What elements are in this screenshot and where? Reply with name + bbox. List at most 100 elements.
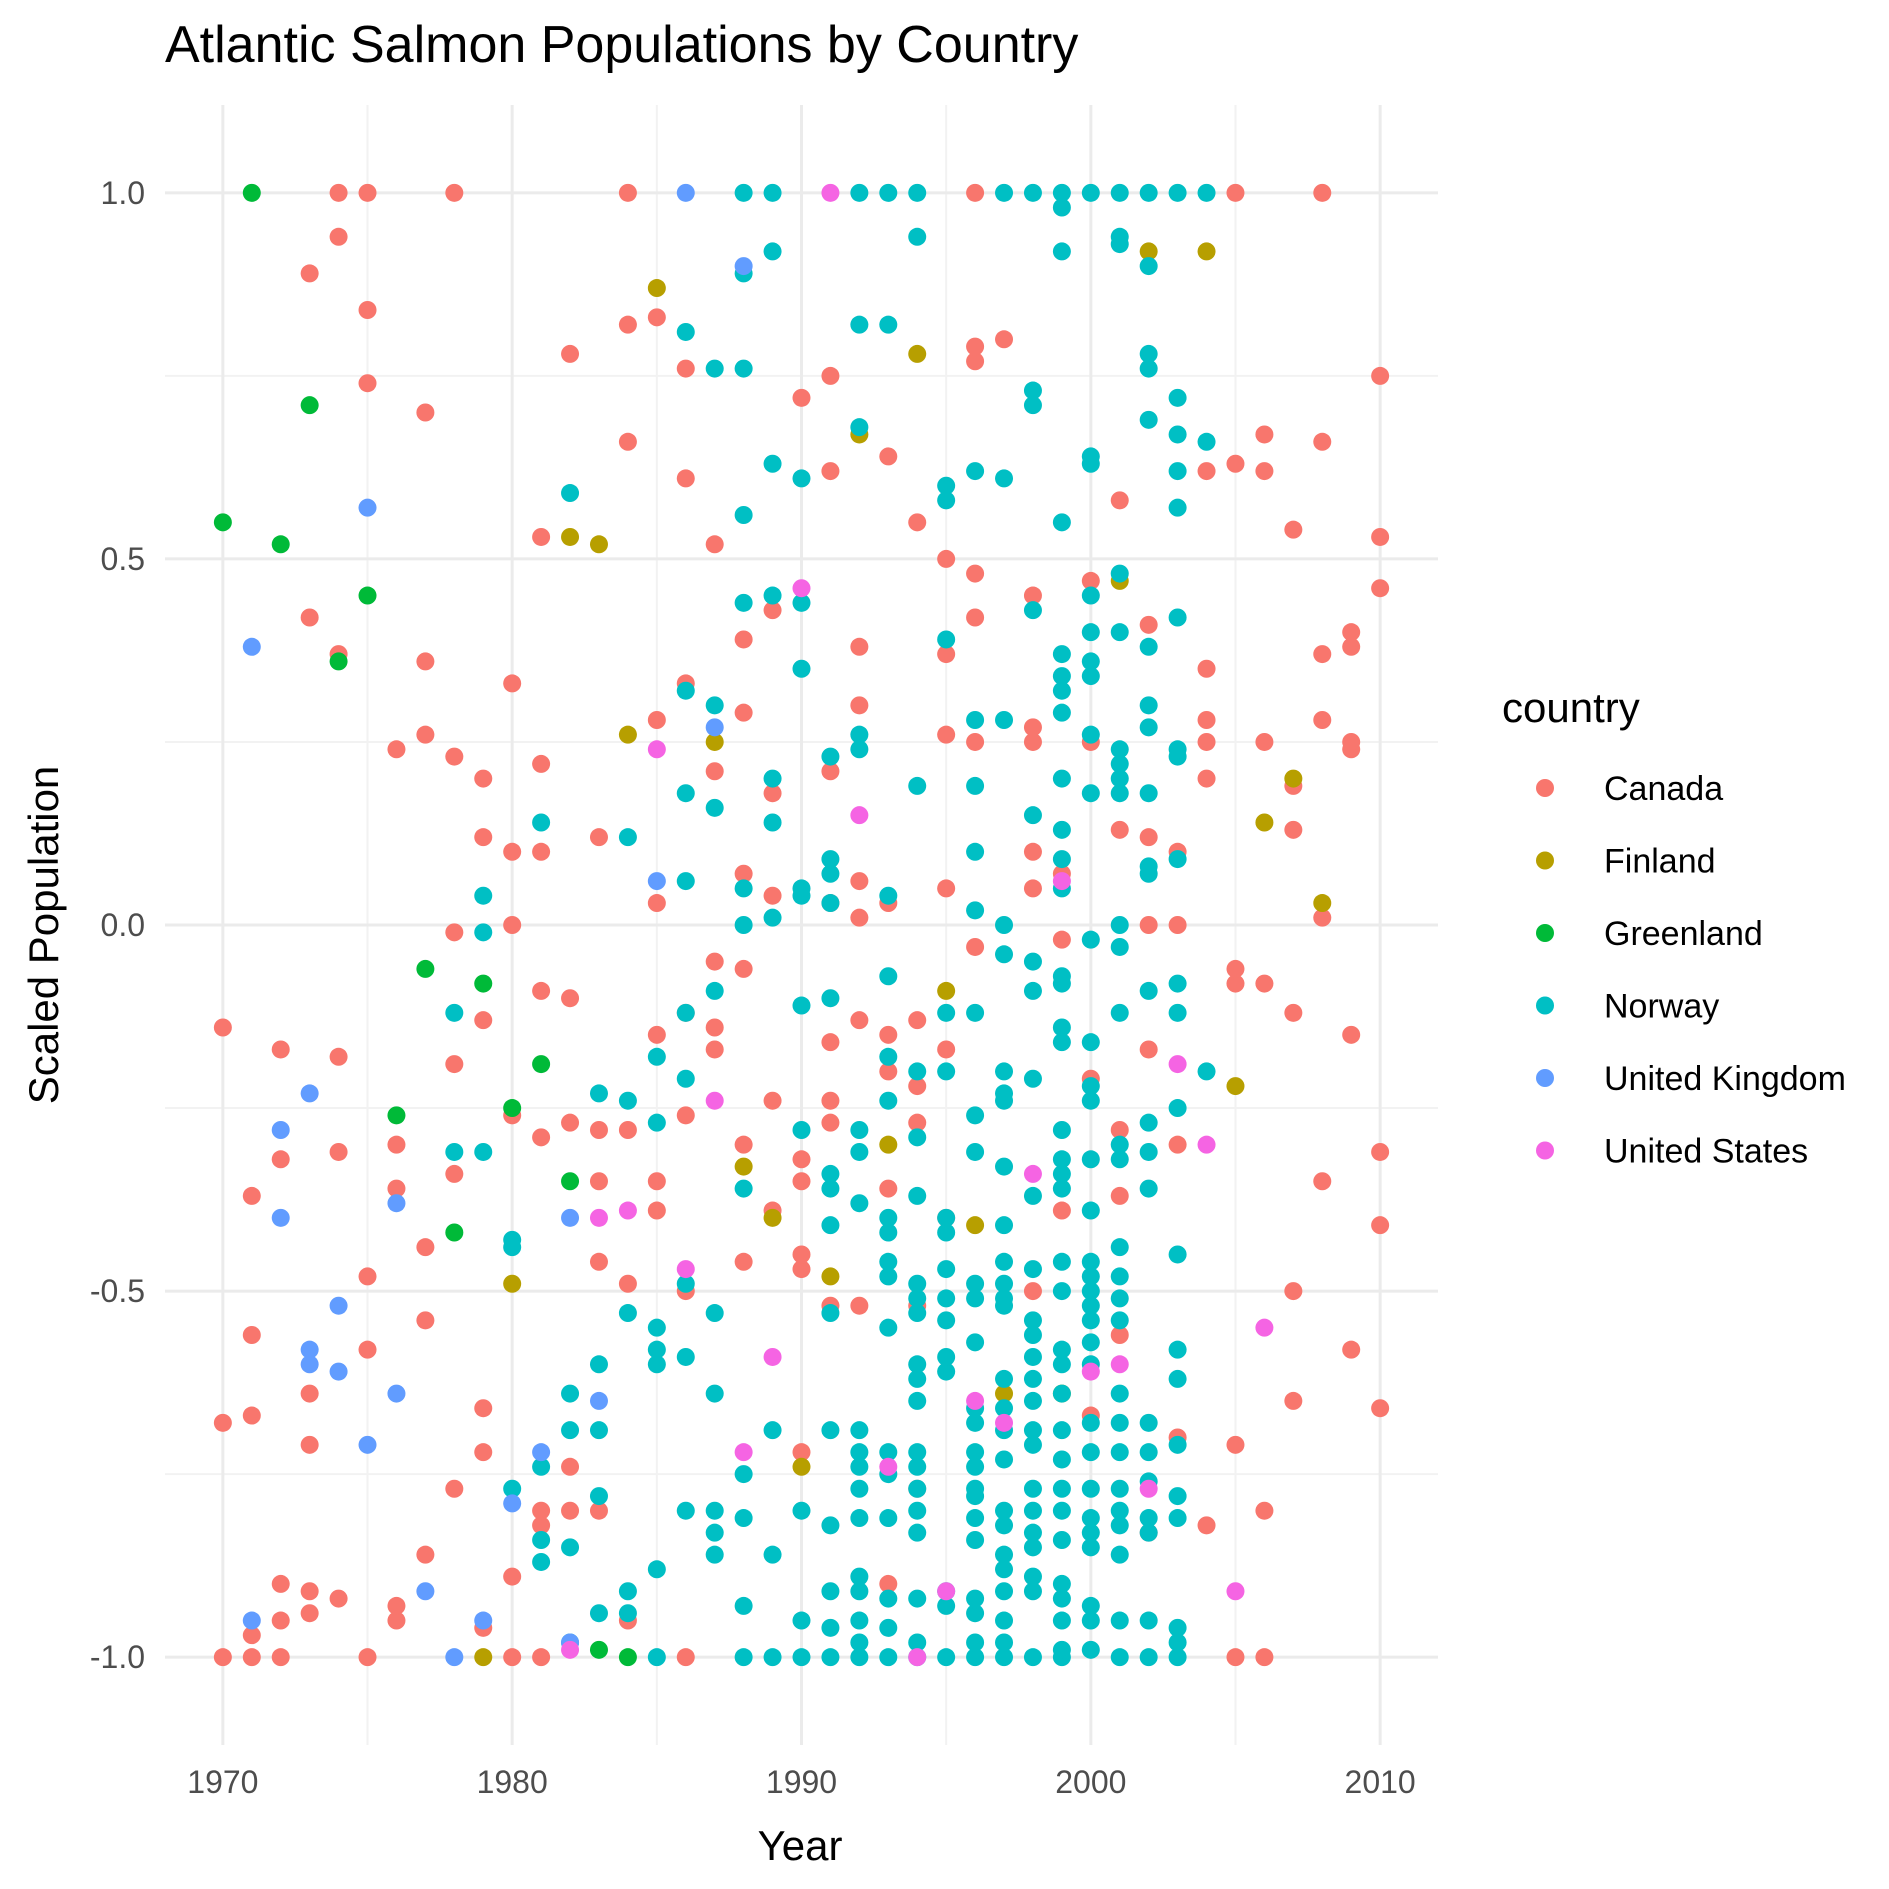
point-norway [937,1260,956,1279]
point-norway [1081,1091,1100,1110]
point-canada [1255,974,1274,993]
point-canada [1023,718,1042,737]
point-finland [908,344,927,363]
point-finland [763,1208,782,1227]
point-norway [995,1611,1014,1630]
data-points [213,183,1390,1667]
point-norway [1052,1479,1071,1498]
point-united-kingdom [734,257,753,276]
point-united-states [850,806,869,825]
point-norway [1023,981,1042,1000]
point-norway [995,1648,1014,1667]
point-norway [1110,1238,1129,1257]
point-canada [1255,425,1274,444]
point-canada [503,674,522,693]
point-norway [618,1091,637,1110]
point-canada [937,549,956,568]
legend-label-finland: Finland [1604,843,1716,881]
point-canada [532,1516,551,1535]
point-norway [1139,857,1158,876]
point-norway [1023,1435,1042,1454]
point-norway [1052,1384,1071,1403]
point-norway [734,183,753,202]
point-canada [329,183,348,202]
point-canada [416,1238,435,1257]
point-canada [1197,732,1216,751]
point-canada [966,352,985,371]
point-canada [1023,586,1042,605]
point-norway [966,1457,985,1476]
point-norway [1052,667,1071,686]
point-norway [821,1516,840,1535]
point-norway [589,1604,608,1623]
point-norway [1110,1003,1129,1022]
point-norway [821,1216,840,1235]
point-united-kingdom [329,1362,348,1381]
point-canada [676,1648,695,1667]
point-greenland [503,1099,522,1118]
point-norway [676,322,695,341]
point-united-states [1255,1318,1274,1337]
point-canada [1255,732,1274,751]
point-norway [908,1633,927,1652]
point-canada [416,403,435,422]
point-norway [1081,1443,1100,1462]
point-canada [1139,1040,1158,1059]
point-norway [589,1487,608,1506]
point-norway [1110,1545,1129,1564]
point-norway [879,1509,898,1528]
point-canada [213,1413,232,1432]
x-axis-title: Year [758,1822,843,1869]
point-canada [242,1326,261,1344]
point-norway [676,1501,695,1520]
point-united-states [821,183,840,202]
point-finland [1226,1077,1245,1096]
point-norway [879,1589,898,1608]
point-united-states [1023,1164,1042,1183]
point-finland [647,279,666,298]
point-norway [647,1648,666,1667]
point-norway [705,1523,724,1542]
point-canada [705,535,724,554]
point-canada [1313,1172,1332,1191]
point-norway [1110,1384,1129,1403]
point-norway [995,1369,1014,1388]
point-canada [561,1113,580,1132]
point-norway [763,1545,782,1564]
point-norway [850,315,869,334]
point-canada [445,183,464,202]
point-norway [879,315,898,334]
point-norway [1081,1333,1100,1352]
point-norway [966,1648,985,1667]
point-canada [532,842,551,861]
point-canada [387,740,406,759]
point-norway [1139,410,1158,429]
point-norway [879,1318,898,1337]
point-canada [358,1340,377,1359]
point-norway [1110,769,1129,788]
point-norway [821,850,840,869]
point-canada [1284,520,1303,539]
point-norway [1168,608,1187,627]
point-norway [1023,1538,1042,1557]
point-norway [1052,513,1071,532]
point-norway [966,901,985,920]
point-canada [1342,732,1361,751]
point-norway [850,1421,869,1440]
point-norway [1110,740,1129,759]
point-finland [561,527,580,546]
point-canada [908,1113,927,1132]
point-canada [1023,732,1042,751]
point-finland [966,1216,985,1235]
point-norway [734,506,753,524]
point-canada [416,1545,435,1564]
point-canada [1313,645,1332,664]
point-united-states [792,579,811,598]
x-tick-label: 1990 [766,1764,837,1800]
point-canada [271,1611,290,1630]
point-canada [850,1296,869,1315]
point-norway [1168,1340,1187,1359]
point-canada [532,1128,551,1147]
point-canada [821,1091,840,1110]
